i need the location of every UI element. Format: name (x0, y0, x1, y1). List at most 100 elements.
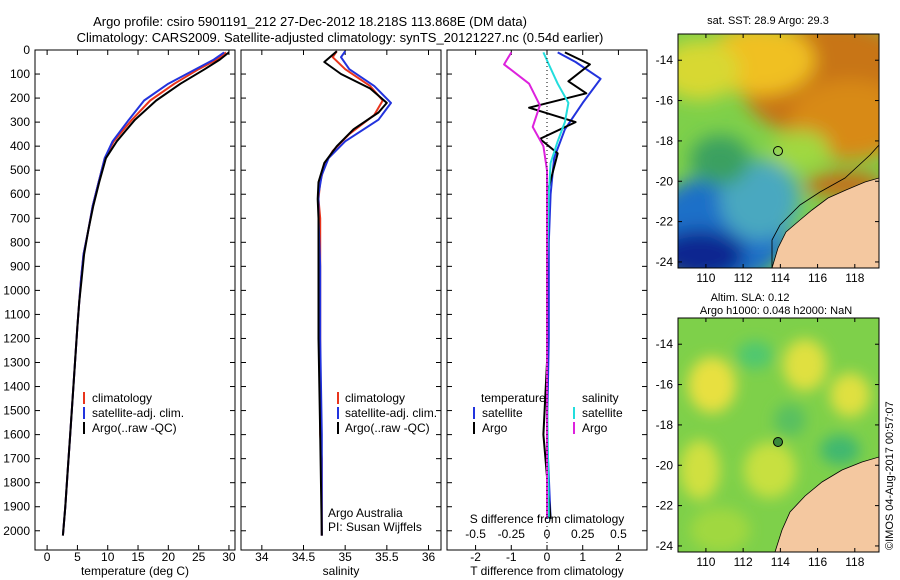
map-y-tick-label: -20 (656, 458, 674, 472)
temperature-xlabel: temperature (deg C) (81, 564, 189, 578)
float-marker (773, 146, 783, 156)
legend-header-salinity: salinity (582, 391, 619, 405)
legend-label-t-satellite: satellite (482, 406, 523, 420)
series-line-climatology (61, 51, 227, 536)
sst-map-title: sat. SST: 28.9 Argo: 29.3 (707, 15, 829, 27)
depth-tick-label: 600 (10, 187, 30, 201)
sla-land (774, 456, 879, 552)
sla-map-title-2: Argo h1000: 0.048 h2000: NaN (700, 305, 852, 317)
map-y-tick-label: -20 (656, 174, 674, 188)
x-tick-label: 34 (255, 550, 269, 564)
depth-tick-label: 200 (10, 91, 30, 105)
legend-header-temperature: temperature (481, 391, 546, 405)
x-tick-label: 36 (422, 550, 436, 564)
map-y-tick-label: -14 (656, 337, 674, 351)
map-x-tick-label: 116 (808, 555, 827, 569)
header-line-1: Argo profile: csiro 5901191_212 27-Dec-2… (93, 14, 527, 29)
difference-series (503, 51, 602, 519)
sst-map-frame (677, 33, 880, 269)
map-x-tick-label: 114 (771, 271, 790, 285)
map-x-tick-label: 110 (696, 271, 715, 285)
salinity-xlabel: salinity (323, 564, 360, 578)
depth-tick-label: 1600 (3, 428, 30, 442)
sla-field (680, 339, 870, 552)
s-diff-tick-label: 0.25 (571, 527, 595, 541)
depth-tick-label: 1800 (3, 476, 30, 490)
x-tick-label: -1 (506, 550, 517, 564)
map-x-tick-label: 110 (696, 555, 715, 569)
map-x-tick-label: 118 (845, 555, 864, 569)
map-y-tick-label: -22 (656, 499, 674, 513)
header-line-2: Climatology: CARS2009. Satellite-adjuste… (77, 30, 604, 45)
series-line-argo (528, 51, 591, 519)
depth-tick-label: 1300 (3, 356, 30, 370)
map-y-tick-label: -18 (656, 134, 674, 148)
s-diff-tick-label: 0.5 (610, 527, 627, 541)
series-line-argo-raw-qc- (61, 51, 230, 536)
x-tick-label: 34.5 (292, 550, 316, 564)
difference-xlabel: T difference from climatology (470, 564, 624, 578)
depth-tick-label: 2000 (3, 524, 30, 538)
sst-map (678, 34, 879, 268)
depth-tick-label: 1500 (3, 404, 30, 418)
legend-label-climatology: climatology (92, 391, 152, 405)
x-tick-label: 2 (615, 550, 622, 564)
salinity-series (316, 50, 392, 536)
x-tick-label: 0 (544, 550, 551, 564)
legend-label-s-argo: Argo (582, 421, 608, 435)
sst-field (678, 34, 879, 268)
salinity-panel (240, 49, 442, 551)
sst-map-axes: 110 112 114 116 118 -14 -16 -18 -20 -22 -24 (656, 34, 879, 285)
x-tick-label: 30 (222, 550, 236, 564)
sla-map-title-1: Altim. SLA: 0.12 (711, 292, 790, 304)
difference-top-label: S difference from climatology (470, 512, 625, 526)
x-tick-label: -2 (470, 550, 481, 564)
x-tick-label: 15 (131, 550, 145, 564)
attribution-line-2: PI: Susan Wijffels (328, 520, 422, 534)
legend-label-t-argo: Argo (482, 421, 508, 435)
x-tick-label: 25 (192, 550, 206, 564)
depth-tick-label: 400 (10, 139, 30, 153)
legend-label-argo: Argo(..raw -QC) (345, 421, 430, 435)
x-tick-label: 35 (338, 550, 352, 564)
legend-label-satellite: satellite-adj. clim. (92, 406, 184, 420)
legend-label-s-satellite: satellite (582, 406, 623, 420)
salinity-legend: climatology satellite-adj. clim. Argo(..… (328, 391, 437, 534)
map-y-tick-label: -24 (656, 255, 674, 269)
depth-tick-label: 300 (10, 115, 30, 129)
difference-legend: temperature salinity satellite Argo sate… (473, 391, 623, 435)
x-tick-label: 35.5 (375, 550, 399, 564)
map-x-tick-label: 112 (734, 555, 753, 569)
depth-tick-label: 0 (23, 43, 30, 57)
legend-label-climatology: climatology (345, 391, 405, 405)
x-tick-label: 5 (74, 550, 81, 564)
map-y-tick-label: -16 (656, 378, 674, 392)
timestamp-stamp: ©IMOS 04-Aug-2017 00:57:07 (884, 401, 896, 550)
map-x-tick-label: 114 (771, 555, 790, 569)
map-y-tick-label: -14 (656, 53, 674, 67)
map-y-tick-label: -16 (656, 94, 674, 108)
series-line-satellite (546, 51, 602, 519)
temperature-axis: 0 5 10 15 20 25 30 (44, 50, 236, 564)
legend-label-satellite: satellite-adj. clim. (345, 406, 437, 420)
depth-axis: 0 100 200 300 400 500 600 700 800 900 1000 1100 1200… (3, 43, 647, 538)
x-tick-label: 20 (162, 550, 176, 564)
x-tick-label: 0 (44, 550, 51, 564)
series-line-argo (503, 51, 548, 519)
depth-tick-label: 100 (10, 67, 30, 81)
series-line-satellite-adj-clim- (61, 51, 225, 536)
depth-tick-label: 500 (10, 163, 30, 177)
series-line-argo-raw-qc- (316, 50, 388, 536)
temperature-series (61, 51, 230, 536)
depth-tick-label: 800 (10, 235, 30, 249)
depth-tick-label: 1700 (3, 452, 30, 466)
depth-tick-label: 1900 (3, 500, 30, 514)
s-diff-tick-label: -0.25 (498, 527, 526, 541)
map-y-tick-label: -24 (656, 539, 674, 553)
depth-tick-label: 1400 (3, 380, 30, 394)
series-line-satellite-adj-clim- (317, 50, 392, 536)
temperature-legend: climatology satellite-adj. clim. Argo(..… (83, 391, 184, 435)
x-tick-label: 1 (579, 550, 586, 564)
attribution-line-1: Argo Australia (328, 506, 403, 520)
